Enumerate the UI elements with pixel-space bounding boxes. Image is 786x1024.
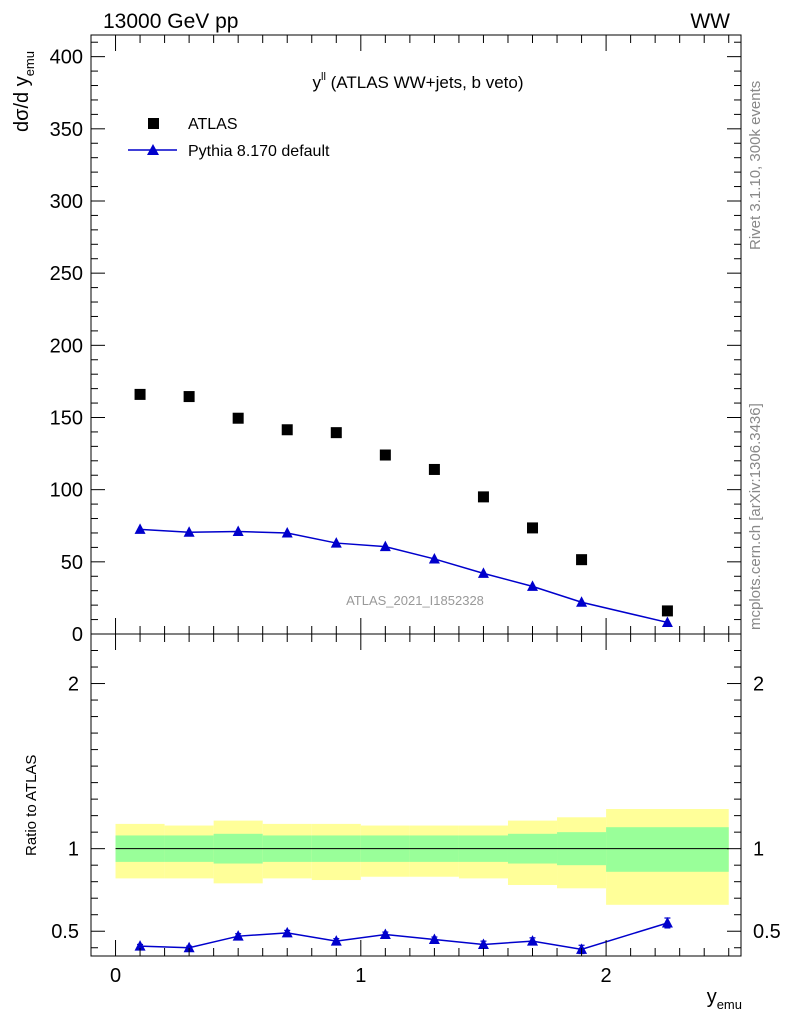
- ratio-y-tick-label: 1: [68, 839, 79, 861]
- main-y-tick-label: 250: [50, 263, 83, 285]
- ratio-x-tick-label: 0: [110, 965, 121, 987]
- atlas-data-point: [281, 424, 293, 436]
- main-legend: ATLAS Pythia 8.170 default: [128, 116, 330, 160]
- ratio-pythia-point: [527, 935, 539, 946]
- atlas-data-point: [576, 554, 588, 566]
- ratio-pythia-point: [232, 930, 244, 941]
- legend-atlas-label: ATLAS: [188, 116, 238, 133]
- pythia-data-point: [281, 526, 293, 538]
- pythia-data-point: [428, 552, 440, 564]
- ratio-y-tick-label-right: 2: [753, 674, 764, 696]
- ratio-y-axis-label: Ratio to ATLAS: [23, 755, 40, 856]
- ratio-marks: [115, 809, 729, 955]
- pythia-data-point: [477, 567, 489, 578]
- header-left: 13000 GeV pp: [103, 10, 238, 33]
- ratio-axes: 0.5 0.5 1 1 2 2 0 1 2: [51, 634, 781, 987]
- ratio-pythia-point: [281, 926, 293, 938]
- ratio-inner-band: [606, 827, 729, 872]
- ratio-pythia-point: [477, 938, 489, 949]
- main-watermark: ATLAS_2021_I1852328: [346, 593, 484, 608]
- main-panel: 0 50 100 150 200 250 300 350 400 ATLAS_2021_I185…: [11, 34, 742, 646]
- ratio-pythia-point: [661, 916, 673, 928]
- pythia-line: [140, 528, 668, 624]
- atlas-data-point: [477, 491, 489, 503]
- pythia-data-point: [379, 540, 391, 552]
- rivet-label: Rivet 3.1.10, 300k events: [747, 81, 764, 250]
- pythia-data-point: [183, 526, 195, 537]
- main-y-tick-label: 350: [50, 119, 83, 141]
- legend-pythia-marker: [147, 144, 159, 155]
- main-title: yll (ATLAS WW+jets, b veto): [313, 71, 524, 92]
- main-axes: 0 50 100 150 200 250 300 350 400: [50, 35, 741, 646]
- pythia-data-point: [232, 525, 244, 537]
- main-y-axis-label-main: dσ/d y: [11, 76, 33, 132]
- ratio-x-tick-label: 2: [601, 965, 612, 987]
- main-y-axis-label: dσ/d yemu: [11, 51, 37, 132]
- main-y-tick-label: 300: [50, 191, 83, 213]
- atlas-data-point: [134, 388, 146, 400]
- ratio-y-tick-label-right: 0.5: [753, 921, 781, 943]
- main-y-tick-label: 0: [72, 624, 83, 646]
- ratio-pythia-line: [140, 922, 668, 951]
- main-y-tick-label: 200: [50, 335, 83, 357]
- ratio-x-tick-label: 1: [355, 965, 366, 987]
- atlas-data-point: [428, 463, 440, 475]
- main-y-tick-label: 50: [61, 552, 83, 574]
- atlas-data-point: [379, 449, 391, 461]
- ratio-panel: 0.5 0.5 1 1 2 2 0 1 2 Ratio to ATLAS yemu: [23, 633, 781, 1012]
- pythia-data-point: [576, 596, 588, 607]
- ratio-y-tick-label-right: 1: [753, 839, 764, 861]
- ratio-frame: [90, 633, 742, 957]
- pythia-data-point: [661, 616, 673, 627]
- atlas-data-point: [232, 412, 244, 424]
- legend-pythia-label: Pythia 8.170 default: [188, 143, 330, 160]
- pythia-data-point: [330, 537, 342, 548]
- ratio-x-axis-label-sub: emu: [717, 997, 742, 1012]
- main-y-tick-label: 100: [50, 480, 83, 502]
- pythia-data-point: [527, 580, 539, 591]
- main-y-tick-label: 400: [50, 47, 83, 69]
- ratio-pythia-point: [134, 940, 146, 951]
- pythia-data-point: [134, 523, 146, 534]
- ratio-pythia-point: [183, 941, 195, 953]
- ratio-x-axis-label: yemu: [707, 986, 742, 1012]
- main-marks: [134, 388, 673, 627]
- ratio-pythia-point: [330, 935, 342, 946]
- main-title-var: y: [313, 73, 322, 92]
- header-right: WW: [690, 10, 730, 33]
- main-y-tick-label: 150: [50, 407, 83, 429]
- ratio-x-axis-label-main: y: [707, 986, 717, 1008]
- main-title-rest: (ATLAS WW+jets, b veto): [326, 73, 524, 92]
- atlas-data-point: [661, 605, 673, 617]
- atlas-data-point: [330, 427, 342, 439]
- legend-atlas-marker: [148, 118, 159, 129]
- atlas-data-point: [527, 522, 539, 534]
- ratio-y-tick-label: 2: [68, 674, 79, 696]
- mcplots-label: mcplots.cern.ch [arXiv:1306.3436]: [747, 403, 764, 630]
- ratio-pythia-point: [428, 933, 440, 944]
- main-y-axis-label-sub: emu: [22, 51, 37, 76]
- atlas-data-point: [183, 391, 195, 403]
- ratio-pythia-point: [379, 928, 391, 940]
- ratio-y-tick-label: 0.5: [51, 921, 79, 943]
- main-title-sup: ll: [321, 71, 326, 83]
